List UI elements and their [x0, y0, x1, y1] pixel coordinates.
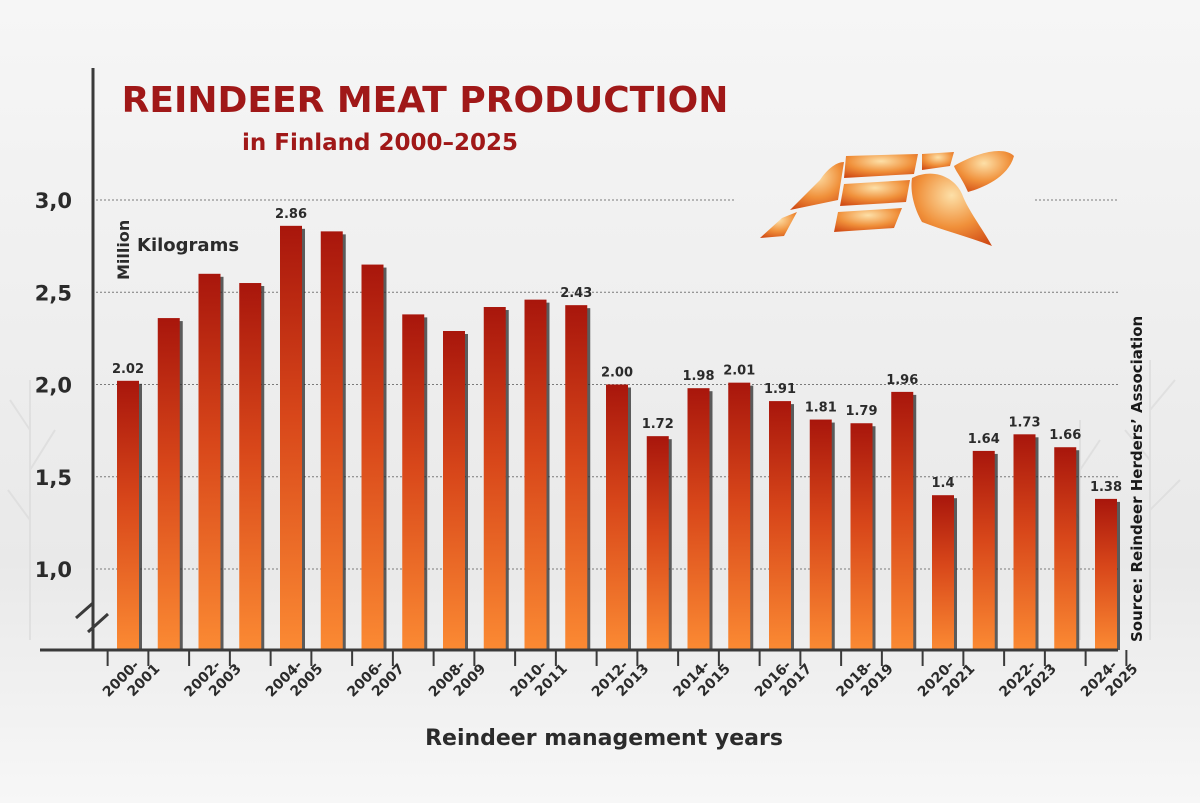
data-labels: 2.02 2.86 2.43 2.00 1.72 1.98 2.01 1.91 1.81 1.79… [112, 207, 1122, 495]
data-label: 2.00 [601, 366, 633, 381]
data-label: 1.73 [1008, 415, 1040, 430]
bar [606, 384, 628, 650]
bar [524, 299, 547, 650]
data-label: 2.86 [275, 207, 307, 222]
bar [809, 419, 832, 650]
bar [239, 283, 262, 650]
data-label: 1.81 [805, 401, 837, 416]
bar [280, 225, 302, 650]
bar [157, 318, 180, 650]
bar [769, 401, 791, 650]
chart-subtitle: in Finland 2000–2025 [242, 130, 518, 156]
bar [728, 382, 751, 650]
bar [320, 231, 343, 651]
y-tick-label: 1,0 [35, 558, 72, 582]
bar [646, 436, 669, 650]
data-label: 1.4 [931, 476, 954, 491]
bar [972, 450, 995, 650]
bar [891, 391, 914, 650]
bar [1013, 434, 1036, 650]
y-tick-label: 1,5 [35, 466, 72, 490]
data-label: 1.96 [886, 373, 918, 388]
bars [117, 225, 1120, 651]
data-label: 2.02 [112, 362, 144, 377]
data-label: 1.79 [845, 404, 877, 419]
data-label: 1.91 [764, 382, 796, 397]
data-label: 1.98 [682, 369, 714, 384]
chart-title: REINDEER MEAT PRODUCTION [122, 80, 729, 121]
x-axis-title: Reindeer management years [425, 726, 783, 751]
y-tick-labels: 1,0 1,5 2,0 2,5 3,0 [35, 189, 72, 582]
axis-break-icon [75, 601, 110, 634]
y-axis-unit-label: Million [114, 220, 133, 280]
y-tick-label: 2,5 [35, 281, 72, 305]
bar [483, 307, 506, 650]
y-tick-label: 2,0 [35, 374, 72, 398]
data-label: 1.38 [1090, 480, 1122, 495]
data-label: 2.01 [723, 364, 755, 379]
y-axis-label: Kilograms [137, 235, 239, 256]
source-label: Source: Reindeer Herders’ Association [1128, 316, 1146, 642]
data-label: 1.64 [968, 432, 1000, 447]
bar [361, 264, 384, 650]
bar [402, 314, 425, 650]
bar [198, 273, 221, 650]
bar [932, 495, 954, 650]
data-label: 1.66 [1049, 428, 1081, 443]
bar [1095, 498, 1117, 650]
bar [117, 380, 139, 650]
y-tick-label: 3,0 [35, 189, 72, 213]
bar [443, 330, 465, 650]
bar [850, 423, 873, 650]
bar [565, 305, 588, 650]
reindeer-meat-cuts-icon [760, 151, 1014, 246]
gridlines [96, 199, 1118, 570]
data-label: 2.43 [560, 286, 592, 301]
bar [1054, 447, 1077, 650]
bar [687, 388, 710, 650]
x-ticks [106, 650, 1128, 666]
data-label: 1.72 [642, 417, 674, 432]
